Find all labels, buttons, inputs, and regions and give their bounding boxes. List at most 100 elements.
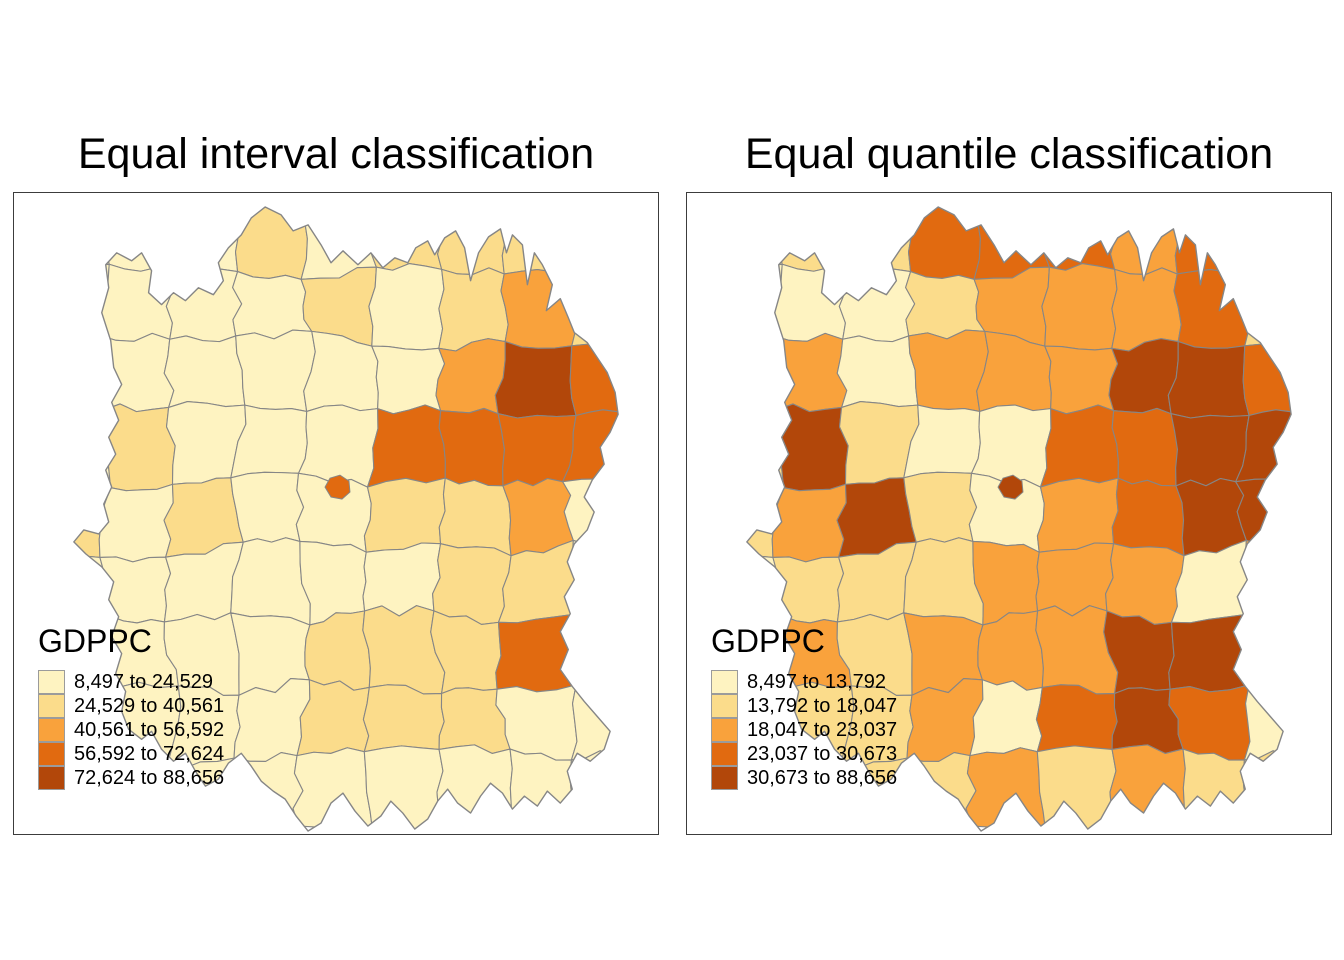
legend-class-label: 72,624 to 88,656 [74, 766, 225, 789]
legend-class-swatch [38, 669, 65, 694]
county-region [232, 752, 304, 830]
county-region [73, 206, 114, 267]
county-region [234, 206, 308, 280]
county-region [564, 206, 619, 279]
county-region [569, 340, 619, 417]
county-region [165, 268, 243, 343]
county-region [778, 206, 847, 275]
map-panel-equal-quantile: GDPPC 8,497 to 13,792 13,792 to 18,047 18,… [686, 192, 1332, 835]
county-region [746, 399, 785, 489]
county-region [771, 483, 847, 563]
county-region [1035, 542, 1115, 617]
county-region [498, 206, 576, 275]
county-region [746, 331, 780, 413]
legend-class-label: 23,037 to 30,673 [747, 742, 898, 765]
county-region [163, 206, 243, 279]
county-region [435, 338, 506, 415]
county-region [105, 206, 174, 275]
county-region [570, 684, 619, 761]
county-region [103, 403, 176, 492]
choropleth-map-equal-quantile [746, 206, 1292, 832]
province-outline [746, 206, 1292, 832]
legend-row: 30,673 to 88,656 [711, 765, 898, 790]
legend-class-label: 8,497 to 24,529 [74, 670, 214, 693]
legend-row: 23,037 to 30,673 [711, 741, 898, 766]
county-region [1036, 745, 1117, 832]
legend-class-label: 30,673 to 88,656 [747, 766, 898, 789]
legend-class-swatch [711, 717, 738, 742]
county-region [1173, 269, 1251, 349]
legend-class-label: 18,047 to 23,037 [747, 718, 898, 741]
county-region [1111, 477, 1185, 557]
legend-equal-quantile: GDPPC 8,497 to 13,792 13,792 to 18,047 18,… [711, 623, 897, 790]
legend-class-swatch [711, 741, 738, 766]
county-region [434, 744, 513, 832]
county-region [903, 471, 978, 543]
legend-title: GDPPC [38, 623, 152, 659]
county-region [1105, 543, 1185, 626]
county-region [838, 268, 916, 343]
county-region [562, 405, 619, 483]
county-region [230, 471, 305, 543]
county-region [292, 747, 374, 832]
county-region [568, 267, 619, 347]
county-region [97, 263, 174, 342]
province-outline [73, 206, 619, 832]
legend-equal-interval: GDPPC 8,497 to 24,529 24,529 to 40,561 40,… [38, 623, 224, 790]
county-region [1171, 206, 1249, 275]
county-region [438, 407, 506, 487]
panel-title-equal-interval: Equal interval classification [77, 130, 595, 178]
county-region [73, 260, 110, 343]
legend-class-swatch [711, 765, 738, 790]
county-region [1044, 345, 1119, 415]
county-region [363, 477, 446, 553]
county-region [230, 537, 311, 626]
county-region [567, 539, 619, 626]
legend-class-swatch [711, 669, 738, 694]
county-region [362, 542, 442, 617]
legend-class-label: 8,497 to 13,792 [747, 670, 887, 693]
county-region [746, 481, 785, 559]
county-region [572, 613, 619, 695]
county-region [97, 332, 175, 413]
county-region [905, 752, 977, 830]
county-region [1041, 263, 1118, 351]
county-region-small-urban [997, 474, 1024, 500]
county-region [1108, 338, 1179, 415]
county-region [368, 206, 444, 271]
legend-row: 56,592 to 72,624 [38, 741, 225, 766]
county-region [903, 537, 984, 626]
county-region [836, 335, 919, 408]
county-region [368, 263, 445, 351]
legend-rows: 8,497 to 13,792 13,792 to 18,047 18,047 to… [711, 669, 898, 790]
county-region [905, 271, 986, 340]
county-region [1241, 750, 1292, 832]
county-region [73, 331, 107, 413]
legend-row: 40,561 to 56,592 [38, 717, 225, 742]
legend-class-label: 56,592 to 72,624 [74, 742, 225, 765]
county-region [432, 543, 512, 626]
map-panel-equal-interval: GDPPC 8,497 to 24,529 24,529 to 40,561 40,… [13, 192, 659, 835]
county-region [1241, 267, 1292, 347]
legend-title: GDPPC [711, 623, 825, 659]
county-region [438, 267, 509, 352]
county-region [907, 206, 981, 280]
county-region [1245, 613, 1292, 695]
county-region [371, 345, 446, 415]
county-region [562, 470, 619, 549]
county-region [1111, 267, 1182, 352]
legend-class-swatch [38, 765, 65, 790]
county-region [504, 748, 573, 831]
county-region [73, 399, 112, 489]
county-region [1107, 744, 1186, 832]
county-region [836, 206, 916, 279]
county-region [746, 206, 787, 267]
county-region [363, 745, 444, 832]
county-region [235, 329, 316, 412]
county-region [1170, 413, 1250, 487]
legend-class-label: 40,561 to 56,592 [74, 718, 225, 741]
county-region [98, 483, 174, 563]
legend-rows: 8,497 to 24,529 24,529 to 40,561 40,561 to… [38, 669, 225, 790]
legend-class-swatch [38, 717, 65, 742]
county-region [1039, 404, 1119, 488]
